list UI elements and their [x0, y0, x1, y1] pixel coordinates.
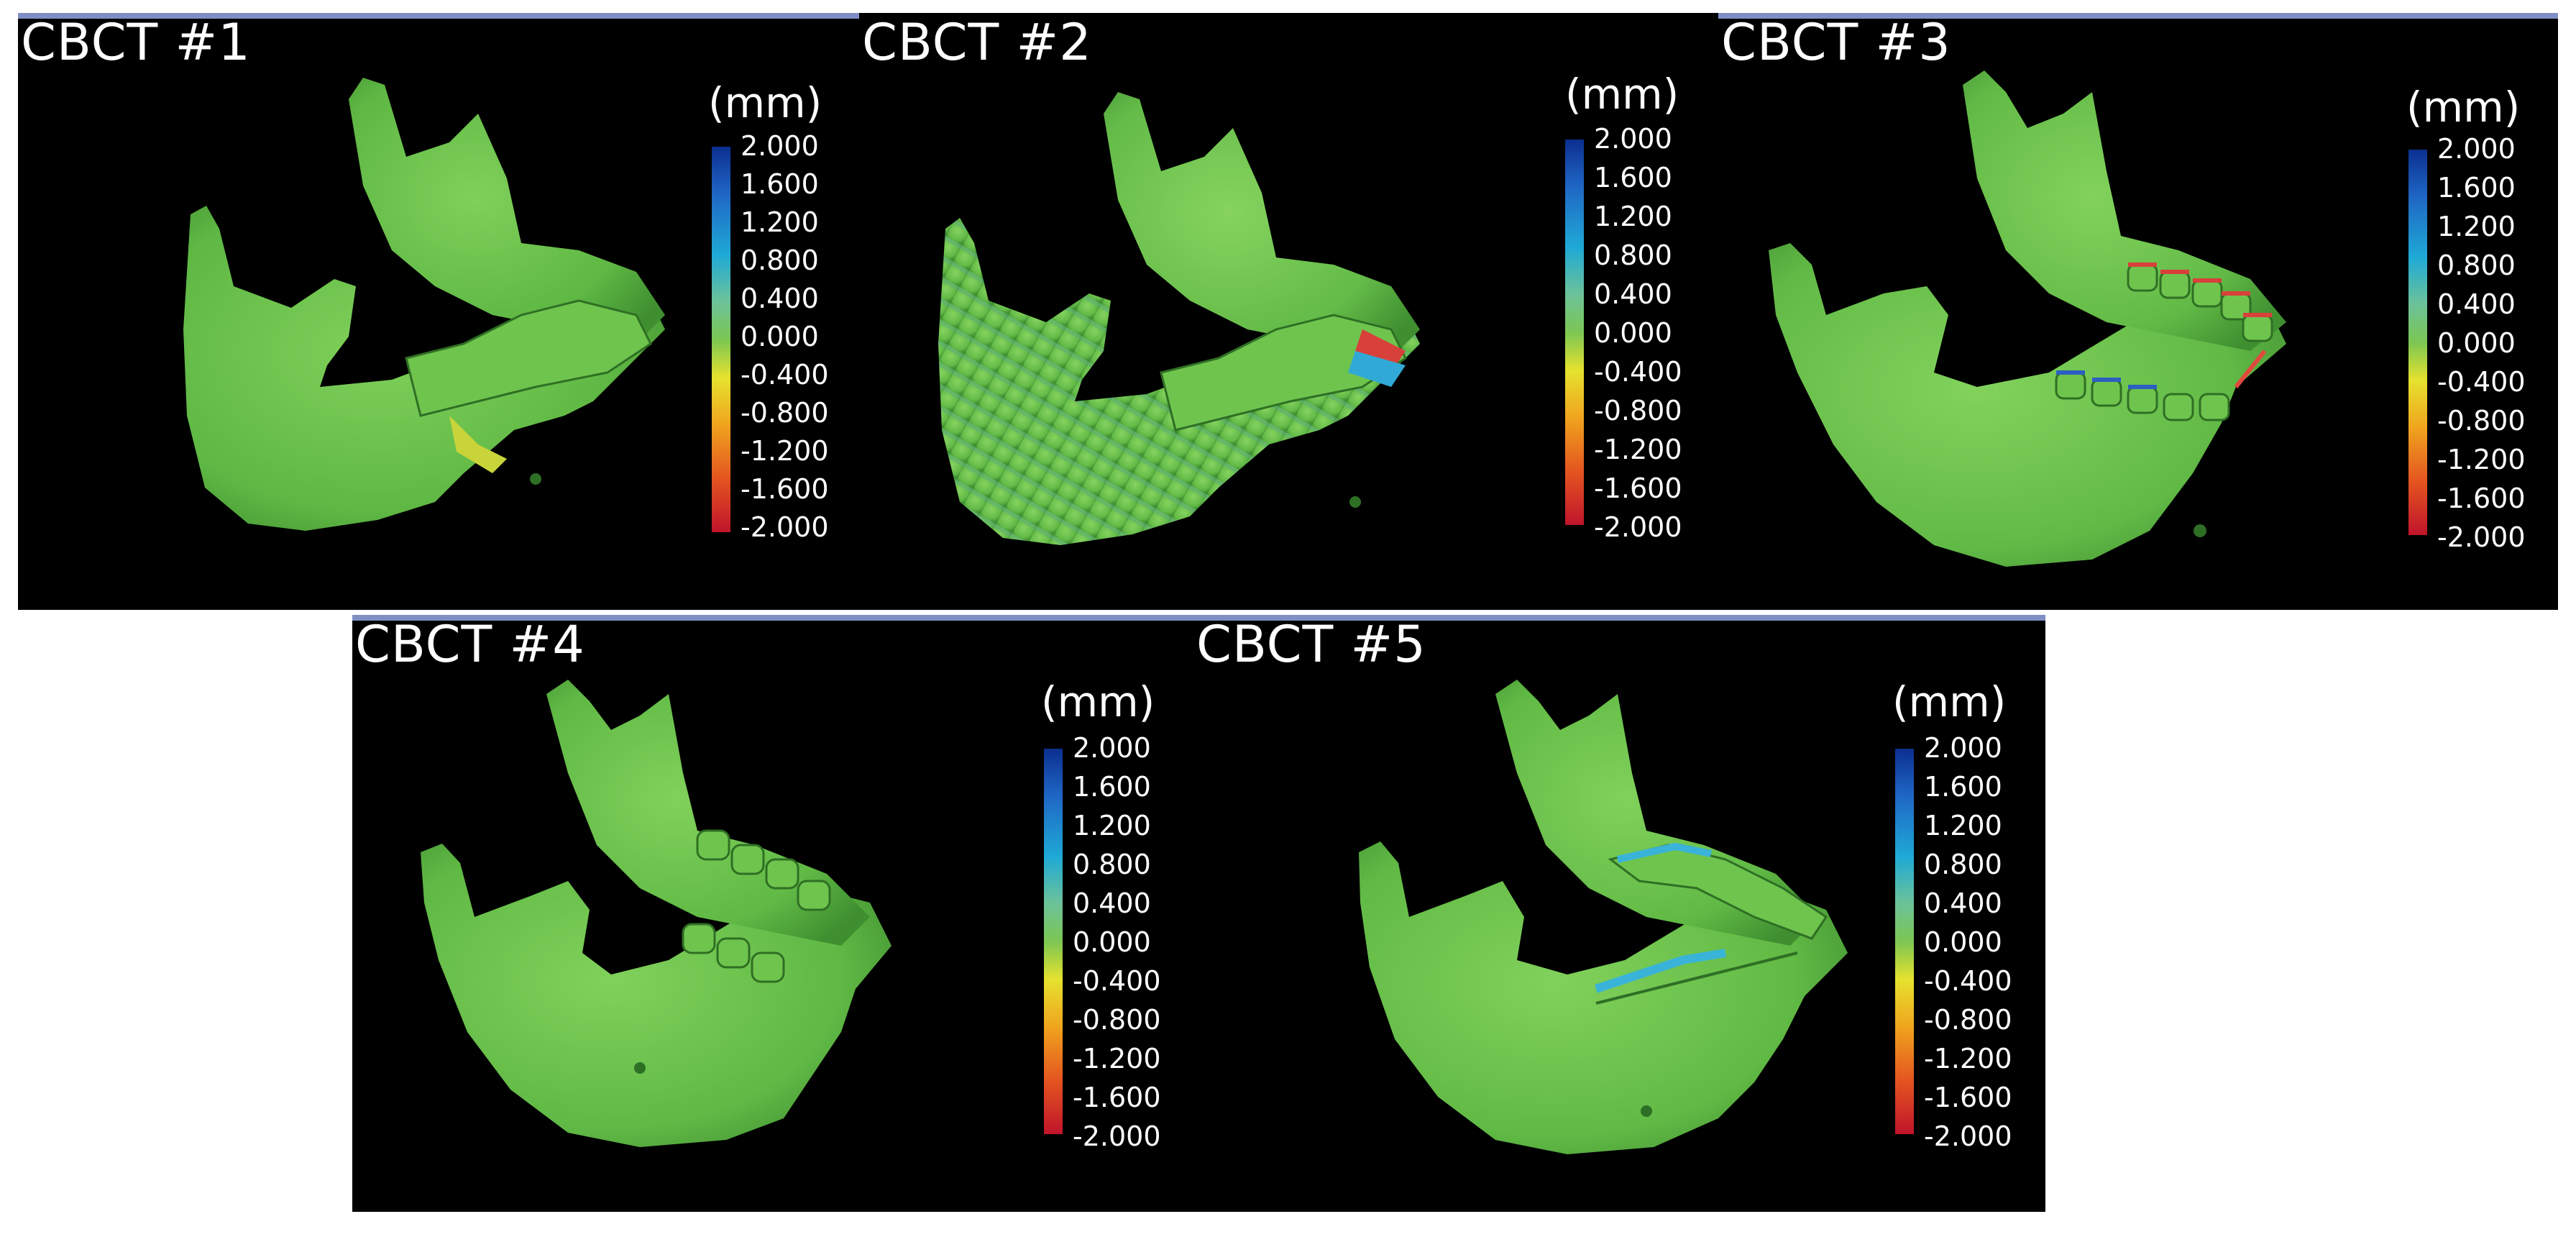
tick-label: 0.800: [1073, 849, 1151, 880]
tick-label: 0.000: [1924, 926, 2002, 958]
window-top-bar: [1193, 615, 2045, 621]
window-top-bar: [1718, 13, 2558, 19]
tick-label: -0.800: [2437, 405, 2526, 437]
tick-label: -0.400: [2437, 366, 2526, 398]
panel-title: CBCT #5: [1196, 615, 1426, 674]
window-top-bar: [18, 13, 859, 19]
panel-title: CBCT #3: [1721, 13, 1951, 72]
colorbar: [1044, 749, 1063, 1134]
mandible-surface-render: [183, 78, 665, 531]
tick-label: 0.400: [1073, 887, 1151, 919]
tick-label: 1.200: [1073, 810, 1151, 841]
panel-title: CBCT #4: [355, 615, 585, 674]
tick-label: 0.400: [741, 283, 819, 314]
panel-title: CBCT #2: [862, 13, 1092, 72]
tick-label: 2.000: [741, 130, 819, 162]
tick-label: 0.000: [741, 321, 819, 352]
tick-label: 0.400: [1594, 278, 1672, 310]
tick-label: -1.600: [1924, 1082, 2012, 1113]
tick-label: -1.600: [741, 473, 829, 505]
tick-label: -0.800: [1924, 1004, 2012, 1036]
tick-label: 0.800: [1594, 239, 1672, 271]
unit-label: (mm): [1565, 70, 1679, 119]
tick-label: -1.200: [2437, 444, 2526, 475]
tick-label: 1.600: [1924, 771, 2002, 803]
tick-label: -0.400: [1594, 356, 1682, 388]
colorbar: [1565, 140, 1584, 525]
tick-label: 0.000: [2437, 327, 2516, 359]
colorbar: [1895, 749, 1914, 1134]
tick-label: 0.800: [1924, 849, 2002, 880]
tick-label: -2.000: [741, 511, 829, 543]
tick-label: 2.000: [2437, 133, 2516, 165]
tick-label: 2.000: [1073, 732, 1151, 764]
tick-label: -1.600: [1594, 473, 1682, 504]
tick-label: -0.400: [1924, 965, 2012, 997]
tick-label: -0.800: [1594, 395, 1682, 426]
tick-label: -0.400: [1073, 965, 1161, 997]
colorbar-tick-labels: 2.000 1.600 1.200 0.800 0.400 0.000 -0.4…: [2437, 133, 2552, 551]
tick-label: -1.600: [2437, 483, 2526, 514]
tick-label: 1.600: [741, 168, 819, 200]
unit-label: (mm): [708, 78, 822, 127]
mandible-surface-render: [1769, 70, 2286, 567]
tick-label: 0.000: [1073, 926, 1151, 958]
tick-label: -1.600: [1073, 1082, 1161, 1113]
cbct-panel-4: CBCT #4 (mm) 2.0: [352, 615, 1193, 1212]
cbct-panel-2: CBCT #2 (mm) 2.000 1.600: [859, 13, 1718, 610]
tick-label: -2.000: [1073, 1120, 1161, 1152]
tick-label: 0.400: [2437, 288, 2516, 320]
tick-label: -0.800: [741, 397, 829, 429]
tick-label: 2.000: [1594, 123, 1672, 155]
tick-label: 1.200: [1924, 810, 2002, 841]
tick-label: 1.600: [2437, 172, 2516, 204]
cbct-panel-5: CBCT #5 (mm) 2.000 1.600 1.200 0.800 0.: [1193, 615, 2045, 1212]
tick-label: 2.000: [1924, 732, 2002, 764]
cbct-panel-3: CBCT #3 (mm): [1718, 13, 2558, 610]
tick-label: -1.200: [1594, 434, 1682, 465]
teeth-row: [682, 829, 831, 983]
colorbar-tick-labels: 2.000 1.600 1.200 0.800 0.400 0.000 -0.4…: [741, 130, 856, 541]
tick-label: 1.200: [2437, 211, 2516, 242]
tick-label: 0.800: [741, 245, 819, 276]
tick-label: 1.200: [741, 206, 819, 238]
tick-label: -1.200: [741, 435, 829, 467]
colorbar-tick-labels: 2.000 1.600 1.200 0.800 0.400 0.000 -0.4…: [1594, 123, 1709, 541]
window-top-bar: [352, 615, 1193, 621]
tick-label: -1.200: [1073, 1043, 1161, 1074]
tick-label: -0.800: [1073, 1004, 1161, 1036]
cbct-panel-1: CBCT #1 (mm) 2.000 1.600 1.200 0.800 0.4…: [18, 13, 859, 610]
teeth-row: [2055, 263, 2273, 421]
tick-label: 1.200: [1594, 201, 1672, 232]
tick-label: -2.000: [1924, 1120, 2012, 1152]
tick-label: 1.600: [1594, 162, 1672, 193]
tick-label: -2.000: [2437, 521, 2526, 553]
mandible-surface-render: [1359, 680, 1848, 1154]
tick-label: -2.000: [1594, 511, 1682, 543]
tick-label: -0.400: [741, 359, 829, 391]
unit-label: (mm): [1041, 677, 1155, 726]
colorbar-tick-labels: 2.000 1.600 1.200 0.800 0.400 0.000 -0.4…: [1924, 732, 2039, 1150]
mandible-surface-render: [938, 92, 1420, 545]
tick-label: 1.600: [1073, 771, 1151, 803]
tick-label: 0.800: [2437, 250, 2516, 281]
tick-label: 0.000: [1594, 317, 1672, 349]
tick-label: -1.200: [1924, 1043, 2012, 1074]
tick-label: 0.400: [1924, 887, 2002, 919]
mandible-surface-render: [421, 680, 891, 1147]
panel-title: CBCT #1: [21, 13, 251, 72]
unit-label: (mm): [1892, 677, 2007, 726]
unit-label: (mm): [2406, 83, 2521, 132]
colorbar: [712, 147, 730, 532]
colorbar: [2408, 150, 2427, 535]
colorbar-tick-labels: 2.000 1.600 1.200 0.800 0.400 0.000 -0.4…: [1073, 732, 1188, 1150]
